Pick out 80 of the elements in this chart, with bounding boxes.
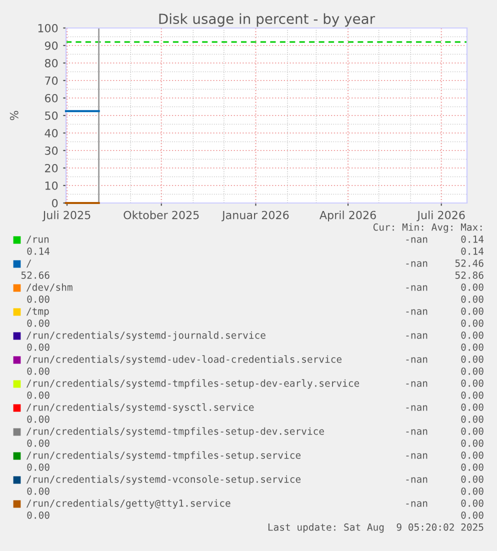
text: -nan — [406, 477, 428, 483]
text: 0.00 — [461, 331, 484, 339]
text: -nan — [406, 381, 428, 387]
y-tick-label: 0 — [52, 198, 58, 208]
text: 0.00 — [27, 367, 50, 375]
text: 0.00 — [461, 439, 484, 447]
legend-label: /run/credentials/systemd-tmpfiles-setup.service — [26, 451, 301, 461]
text: 0.14 — [27, 247, 50, 255]
legend-label: /run/credentials/systemd-vconsole-setup.service — [26, 475, 301, 485]
text: 52.46 — [455, 259, 484, 267]
chart-title: Disk usage in percent - by year — [159, 13, 376, 27]
text: 0.00 — [461, 355, 484, 363]
text: -nan — [406, 501, 428, 507]
legend-label: / — [26, 260, 32, 268]
text: 0.00 — [461, 427, 484, 435]
text: 0.14 — [461, 235, 484, 243]
legend-label: /run/credentials/systemd-sysctl.service — [26, 403, 254, 413]
text: 0.00 — [27, 463, 50, 471]
y-tick-label: 60 — [45, 94, 58, 102]
text: 0.00 — [461, 451, 484, 459]
text: 0.00 — [461, 391, 484, 399]
text: -nan — [406, 237, 428, 243]
text: 0.00 — [461, 379, 484, 387]
text: 0.00 — [461, 367, 484, 375]
legend-label: /run/credentials/systemd-udev-load-credentials.service — [26, 355, 342, 365]
y-tick-label: 40 — [44, 128, 58, 138]
text: 0.00 — [461, 499, 484, 507]
text: 0.00 — [27, 391, 50, 399]
legend-label: /run — [26, 236, 49, 244]
text: 0.00 — [27, 343, 50, 351]
text: -nan — [406, 405, 428, 411]
text: -nan — [406, 453, 428, 459]
x-tick-label: Januar 2026 — [221, 210, 289, 222]
text: 0.00 — [461, 487, 484, 495]
text: 0.00 — [461, 343, 484, 351]
text: Last update: Sat Aug 9 05:20:02 2025 — [268, 523, 484, 533]
text: 0.00 — [461, 295, 484, 303]
legend-label: /run/credentials/systemd-tmpfiles-setup-dev.service — [26, 427, 324, 437]
text: 0.00 — [27, 511, 50, 519]
text: -nan — [406, 333, 428, 339]
legend-label: /run/credentials/systemd-journald.service — [26, 331, 266, 341]
text: 0.00 — [27, 295, 50, 303]
text: -nan — [406, 309, 428, 315]
text: 0.00 — [27, 415, 50, 423]
legend-label: /dev/shm — [26, 283, 72, 292]
text: Cur: Min: Avg: Max: — [373, 223, 482, 233]
text: 0.00 — [461, 511, 484, 519]
text: 0.00 — [461, 307, 484, 315]
text: 0.00 — [461, 403, 484, 411]
x-tick-label: April 2026 — [320, 210, 376, 222]
text: -nan — [406, 357, 428, 363]
y-tick-label: 90 — [44, 41, 58, 50]
text: 0.00 — [461, 415, 484, 423]
x-tick-label: Oktober 2025 — [124, 210, 199, 220]
text: -nan — [406, 429, 428, 435]
legend-label: /run/credentials/getty@tty1.service — [26, 499, 230, 509]
y-tick-label: 100 — [38, 24, 58, 32]
text: 0.00 — [27, 487, 50, 495]
text: 52.66 — [21, 271, 50, 279]
text: 0.00 — [461, 283, 484, 291]
text: 52.86 — [455, 271, 484, 279]
text: 0.14 — [461, 247, 484, 255]
text: 0.00 — [27, 319, 50, 327]
x-tick-label: Juli 2025 — [42, 210, 90, 222]
text: 0.00 — [461, 319, 484, 327]
y-tick-label: 10 — [45, 181, 58, 190]
y-tick-label: 30 — [45, 146, 58, 155]
x-tick-label: Juli 2026 — [416, 210, 465, 222]
text: 0.00 — [461, 475, 484, 483]
text: 0.00 — [461, 463, 484, 471]
text: -nan — [406, 261, 428, 267]
text: 0.00 — [27, 439, 50, 447]
legend-label: /tmp — [26, 308, 49, 317]
y-tick-label: 50 — [45, 111, 58, 120]
legend-label: /run/credentials/systemd-tmpfiles-setup-dev-early.service — [26, 379, 360, 389]
y-tick-label: 80 — [44, 58, 58, 68]
y-tick-label: 20 — [45, 164, 58, 172]
y-tick-label: 70 — [45, 76, 58, 85]
y-axis-title: % — [10, 110, 18, 120]
text: -nan — [406, 285, 428, 291]
